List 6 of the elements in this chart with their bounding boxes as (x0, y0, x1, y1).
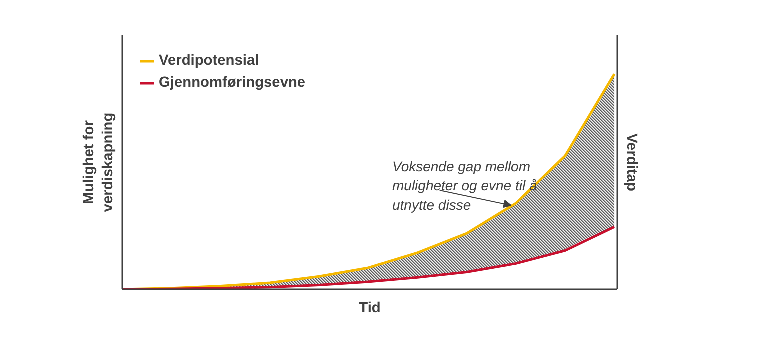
legend-label: Gjennomføringsevne (159, 75, 306, 91)
y2-axis-title: Verditap (624, 134, 640, 192)
legend-label: Verdipotensial (159, 53, 260, 69)
y-axis-title: Mulighet for verdiskapning (81, 112, 116, 212)
annotation: Voksende gap mellom muligheter og evne til å utnytte disse (392, 158, 538, 213)
x-axis-title: Tid (359, 300, 381, 316)
